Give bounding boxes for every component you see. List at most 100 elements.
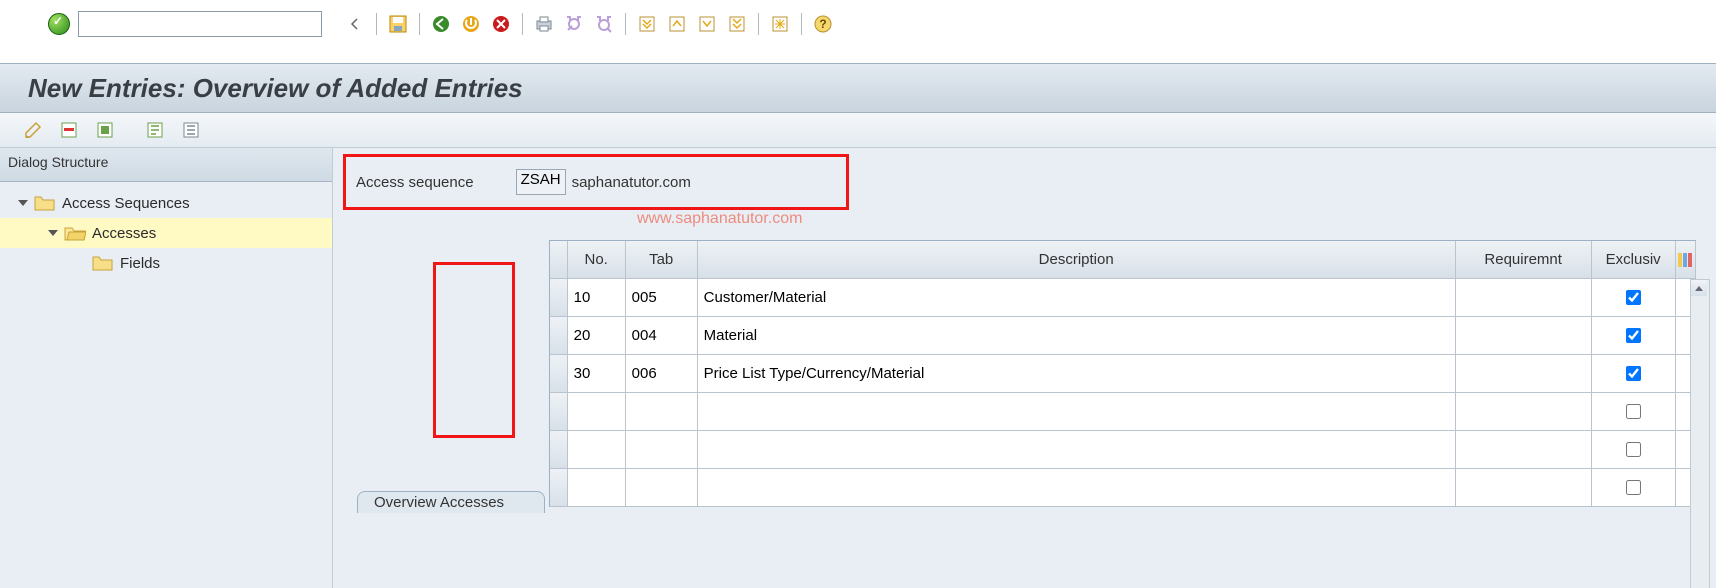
- cell-requirement[interactable]: [1456, 355, 1592, 393]
- cell-description[interactable]: [698, 431, 1456, 469]
- cell-tab[interactable]: [626, 393, 698, 431]
- cell-description[interactable]: [698, 469, 1456, 507]
- cell-tab[interactable]: [626, 355, 698, 393]
- cell-tab[interactable]: [626, 279, 698, 317]
- cell-description[interactable]: [698, 355, 1456, 393]
- row-selector[interactable]: [550, 355, 568, 393]
- row-selector[interactable]: [550, 469, 568, 507]
- cell-exclusive[interactable]: [1592, 469, 1676, 507]
- col-header-tab[interactable]: Tab: [626, 241, 698, 279]
- cell-no[interactable]: [568, 317, 626, 355]
- print-icon[interactable]: [532, 12, 556, 36]
- row-selector[interactable]: [550, 279, 568, 317]
- grid-header-row: No. Tab Description Requiremnt Exclusiv: [550, 241, 1696, 279]
- command-field-input[interactable]: [78, 11, 322, 37]
- row-selector[interactable]: [550, 431, 568, 469]
- enter-icon[interactable]: [48, 13, 70, 35]
- prev-page-icon[interactable]: [665, 12, 689, 36]
- col-header-exclusive[interactable]: Exclusiv: [1592, 241, 1676, 279]
- cell-requirement[interactable]: [1456, 317, 1592, 355]
- cancel-icon[interactable]: [489, 12, 513, 36]
- cell-tab[interactable]: [626, 431, 698, 469]
- selection-criteria-icon[interactable]: [143, 118, 167, 142]
- cell-exclusive[interactable]: [1592, 317, 1676, 355]
- select-all-icon[interactable]: [93, 118, 117, 142]
- vertical-scrollbar[interactable]: [1690, 279, 1710, 588]
- dialog-structure-panel: Dialog Structure Access Sequences Access…: [0, 148, 333, 588]
- expander-icon[interactable]: [18, 200, 28, 206]
- configuration-icon[interactable]: [179, 118, 203, 142]
- tree-body: Access Sequences Accesses Fields: [0, 182, 332, 278]
- separator: [376, 13, 377, 35]
- cell-no[interactable]: [568, 469, 626, 507]
- row-selector[interactable]: [550, 393, 568, 431]
- cell-description[interactable]: [698, 317, 1456, 355]
- grid-table: No. Tab Description Requiremnt Exclusiv: [549, 240, 1696, 507]
- new-session-icon[interactable]: [768, 12, 792, 36]
- cell-requirement[interactable]: [1456, 393, 1592, 431]
- separator: [801, 13, 802, 35]
- tree-header: Dialog Structure: [0, 148, 332, 182]
- folder-icon: [92, 256, 112, 270]
- cell-no[interactable]: [568, 279, 626, 317]
- last-page-icon[interactable]: [725, 12, 749, 36]
- cell-requirement[interactable]: [1456, 279, 1592, 317]
- application-toolbar: [0, 113, 1716, 148]
- col-header-requirement[interactable]: Requiremnt: [1456, 241, 1592, 279]
- change-icon[interactable]: [21, 118, 45, 142]
- cell-description[interactable]: [698, 393, 1456, 431]
- save-icon[interactable]: [386, 12, 410, 36]
- page-title: New Entries: Overview of Added Entries: [28, 73, 523, 104]
- back-icon[interactable]: [429, 12, 453, 36]
- svg-text:?: ?: [819, 17, 826, 31]
- content-area: Dialog Structure Access Sequences Access…: [0, 148, 1716, 588]
- cell-tab[interactable]: [626, 469, 698, 507]
- cell-exclusive[interactable]: [1592, 279, 1676, 317]
- table-row: [550, 393, 1696, 431]
- grid-title: Overview Accesses: [358, 492, 504, 513]
- overview-grid: Overview Accesses No. Tab Description Re…: [357, 240, 1716, 513]
- find-icon[interactable]: [562, 12, 586, 36]
- table-row: [550, 317, 1696, 355]
- table-settings-icon[interactable]: [1676, 241, 1696, 279]
- select-all-corner[interactable]: [550, 241, 568, 279]
- cell-requirement[interactable]: [1456, 469, 1592, 507]
- separator: [758, 13, 759, 35]
- table-row: [550, 431, 1696, 469]
- cell-exclusive[interactable]: [1592, 431, 1676, 469]
- cell-tab[interactable]: [626, 317, 698, 355]
- watermark-text: www.saphanatutor.com: [637, 210, 802, 228]
- next-page-icon[interactable]: [695, 12, 719, 36]
- access-sequence-code: ZSAH: [516, 169, 566, 195]
- col-header-description[interactable]: Description: [698, 241, 1456, 279]
- scroll-up-icon[interactable]: [1691, 280, 1707, 296]
- title-bar: New Entries: Overview of Added Entries: [0, 63, 1716, 113]
- cell-no[interactable]: [568, 393, 626, 431]
- tree-node-accesses[interactable]: Accesses: [0, 218, 332, 248]
- col-header-no[interactable]: No.: [568, 241, 626, 279]
- cell-no[interactable]: [568, 355, 626, 393]
- access-sequence-desc: saphanatutor.com: [572, 174, 691, 191]
- tree-label: Access Sequences: [62, 195, 190, 212]
- cell-exclusive[interactable]: [1592, 393, 1676, 431]
- delete-icon[interactable]: [57, 118, 81, 142]
- table-row: [550, 469, 1696, 507]
- separator: [625, 13, 626, 35]
- exit-icon[interactable]: [459, 12, 483, 36]
- row-selector[interactable]: [550, 317, 568, 355]
- cell-exclusive[interactable]: [1592, 355, 1676, 393]
- access-sequence-header: Access sequence ZSAH saphanatutor.com: [343, 154, 849, 210]
- find-next-icon[interactable]: [592, 12, 616, 36]
- cell-description[interactable]: [698, 279, 1456, 317]
- help-icon[interactable]: ?: [811, 12, 835, 36]
- expander-icon[interactable]: [48, 230, 58, 236]
- first-page-icon[interactable]: [635, 12, 659, 36]
- tree-node-fields[interactable]: Fields: [0, 248, 332, 278]
- cell-requirement[interactable]: [1456, 431, 1592, 469]
- separator: [522, 13, 523, 35]
- tree-node-access-sequences[interactable]: Access Sequences: [0, 188, 332, 218]
- back-small-icon[interactable]: [343, 12, 367, 36]
- folder-open-icon: [64, 226, 84, 240]
- detail-panel: Access sequence ZSAH saphanatutor.com ww…: [333, 148, 1716, 588]
- cell-no[interactable]: [568, 431, 626, 469]
